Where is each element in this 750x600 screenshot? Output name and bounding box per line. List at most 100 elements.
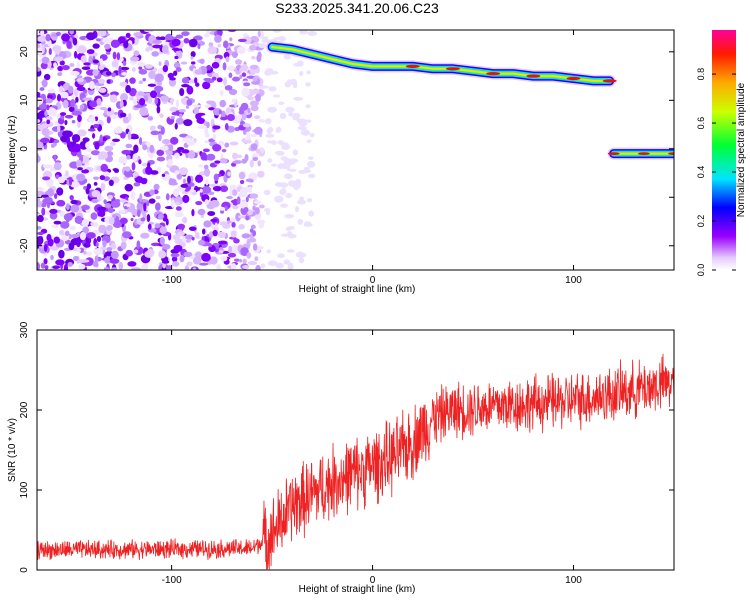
- noise-blob: [288, 111, 294, 117]
- noise-blob: [136, 209, 141, 218]
- noise-blob: [230, 263, 237, 270]
- noise-blob: [94, 141, 100, 150]
- noise-blob: [305, 82, 311, 87]
- noise-blob: [224, 85, 233, 91]
- noise-blob: [196, 117, 205, 124]
- noise-blob: [148, 198, 156, 204]
- noise-blob: [249, 44, 257, 51]
- noise-blob: [113, 127, 123, 134]
- noise-blob: [266, 249, 271, 254]
- noise-blob: [298, 257, 305, 264]
- noise-blob: [241, 233, 251, 239]
- noise-blob: [236, 46, 246, 54]
- noise-blob: [219, 99, 227, 108]
- noise-blob: [231, 98, 237, 104]
- noise-blob: [201, 228, 206, 235]
- noise-blob: [76, 86, 86, 92]
- noise-blob: [86, 232, 96, 239]
- noise-blob: [267, 158, 273, 163]
- noise-blob: [274, 195, 284, 203]
- noise-blob: [261, 38, 272, 44]
- noise-blob: [280, 182, 289, 188]
- noise-blob: [241, 158, 247, 164]
- noise-blob: [160, 126, 165, 135]
- noise-blob: [69, 30, 75, 35]
- noise-blob: [68, 85, 74, 94]
- colorbar: 0.0 0.2 0.4 0.6 0.8 Normalized spectral ampl…: [696, 30, 747, 276]
- noise-blob: [195, 82, 200, 87]
- noise-blob: [243, 36, 252, 45]
- noise-blob: [78, 263, 86, 270]
- noise-blob: [148, 70, 156, 80]
- noise-blob: [184, 265, 190, 270]
- noise-blob: [104, 43, 111, 50]
- noise-blob: [37, 44, 41, 49]
- noise-blob: [217, 240, 228, 245]
- noise-blob: [297, 126, 307, 131]
- noise-blob: [181, 31, 190, 37]
- noise-blob: [53, 220, 62, 225]
- noise-blob: [295, 251, 305, 258]
- noise-blob: [46, 188, 55, 197]
- noise-blob: [219, 221, 227, 226]
- noise-blob: [109, 94, 118, 103]
- noise-blob: [165, 193, 170, 201]
- noise-blob: [41, 44, 45, 53]
- noise-blob: [206, 64, 212, 71]
- noise-blob: [119, 66, 130, 71]
- noise-blob: [59, 85, 64, 93]
- noise-blob: [157, 213, 164, 220]
- noise-blob: [169, 77, 176, 81]
- noise-blob: [154, 97, 158, 105]
- signal-peak: [668, 152, 674, 156]
- colorbar-tick-label: 0.0: [696, 264, 706, 277]
- noise-blob: [109, 258, 120, 264]
- noise-blob: [286, 249, 295, 253]
- noise-blob: [106, 151, 114, 157]
- noise-blob: [298, 121, 308, 127]
- noise-blob: [98, 209, 106, 218]
- noise-blob: [276, 152, 285, 156]
- noise-blob: [124, 166, 131, 172]
- noise-blob: [214, 222, 219, 230]
- noise-blob: [74, 215, 83, 224]
- noise-blob: [258, 221, 265, 229]
- noise-blob: [206, 121, 210, 129]
- noise-blob: [263, 189, 271, 196]
- noise-blob: [111, 138, 121, 142]
- noise-blob: [59, 112, 67, 116]
- noise-blob: [64, 114, 74, 119]
- noise-blob: [62, 83, 69, 90]
- noise-blob: [37, 140, 42, 149]
- noise-blob: [131, 162, 136, 171]
- noise-blob: [149, 144, 155, 154]
- noise-blob: [283, 54, 291, 60]
- noise-blob: [96, 236, 102, 243]
- noise-blob: [277, 140, 284, 145]
- noise-blob: [175, 34, 184, 39]
- noise-blob: [220, 206, 226, 211]
- noise-blob: [254, 207, 260, 215]
- noise-blob: [73, 143, 81, 153]
- noise-blob: [245, 196, 249, 203]
- noise-blob: [238, 171, 246, 180]
- noise-blob: [143, 202, 147, 212]
- noise-blob: [95, 38, 101, 42]
- noise-blob: [130, 217, 134, 222]
- noise-blob: [191, 236, 195, 241]
- noise-blob: [69, 62, 75, 67]
- noise-blob: [92, 43, 100, 49]
- noise-blob: [106, 79, 111, 84]
- noise-blob: [212, 125, 221, 130]
- noise-blob: [226, 195, 233, 200]
- spectrogram-frame: [36, 29, 675, 271]
- noise-blob: [150, 125, 156, 130]
- noise-blob: [248, 186, 253, 193]
- noise-blob: [125, 249, 133, 257]
- noise-blob: [161, 260, 170, 264]
- noise-blob: [103, 267, 110, 270]
- noise-blob: [37, 231, 44, 236]
- noise-blob: [233, 154, 243, 159]
- noise-blob: [191, 209, 195, 217]
- noise-blob: [181, 83, 190, 88]
